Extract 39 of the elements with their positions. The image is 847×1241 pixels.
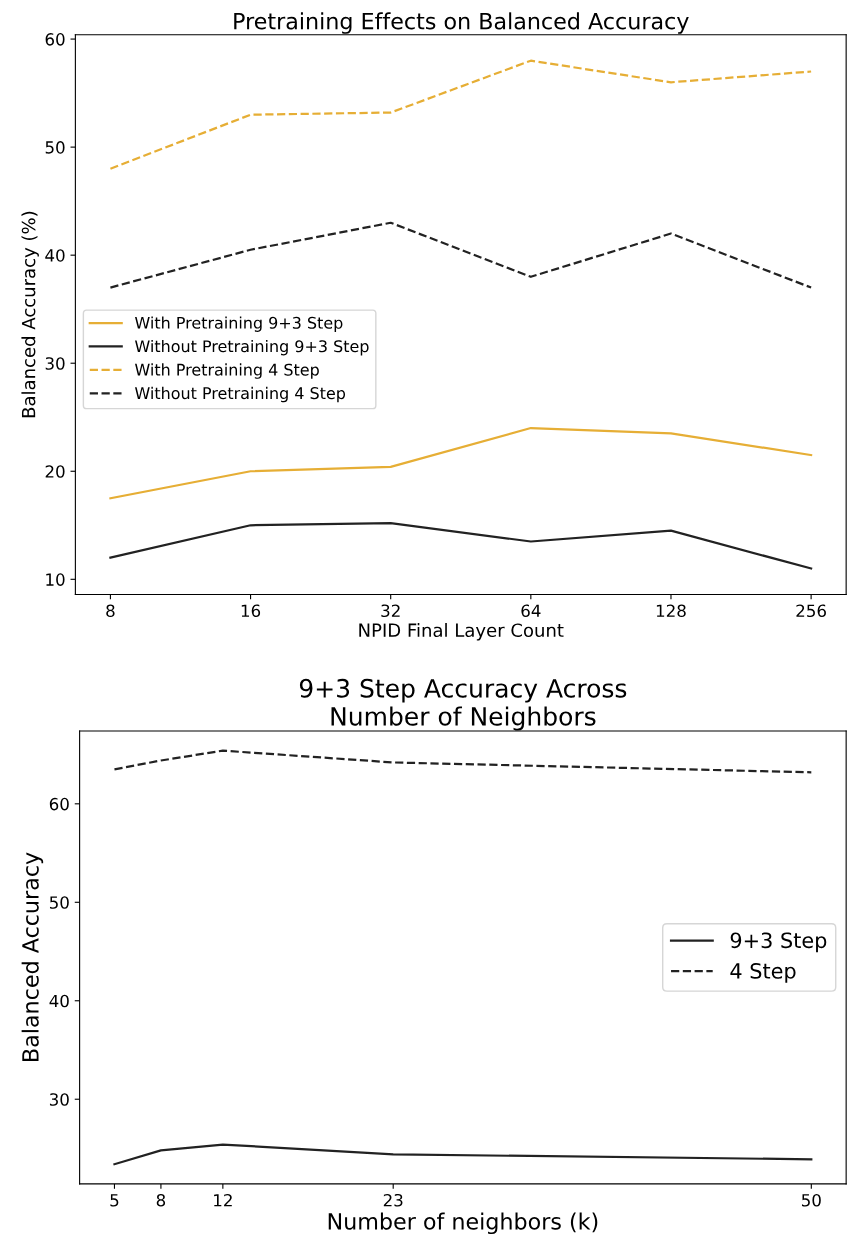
x-tick-label: 256 <box>796 604 826 618</box>
y-tick-label: 60 <box>45 33 65 46</box>
legend-label: With Pretraining 9+3 Step <box>135 316 343 332</box>
chart-title: Pretraining Effects on Balanced Accuracy <box>234 12 689 34</box>
y-tick-label: 30 <box>49 1093 69 1106</box>
legend-label: With Pretraining 4 Step <box>135 363 319 379</box>
y-tick-label: 20 <box>45 465 65 478</box>
line-series <box>109 426 813 500</box>
y-tick-label: 50 <box>45 141 65 154</box>
legend-label: 4 Step <box>730 963 796 983</box>
x-tick-label: 12 <box>214 1193 232 1207</box>
x-tick-label: 5 <box>110 1194 119 1207</box>
line-series <box>109 59 813 170</box>
y-tick-label: 30 <box>45 357 65 370</box>
legend-label: Without Pretraining 4 Step <box>135 386 346 403</box>
y-tick-label: 10 <box>46 573 65 586</box>
x-tick-label: 128 <box>656 604 686 618</box>
x-tick-label: 50 <box>801 1193 821 1207</box>
x-axis-title: Number of neighbors (k) <box>328 1212 598 1235</box>
y-tick-label: 50 <box>49 896 69 909</box>
legend-label: Without Pretraining 9+3 Step <box>135 339 369 356</box>
x-tick-label: 23 <box>383 1193 403 1207</box>
x-tick-label: 8 <box>106 604 115 618</box>
line-series <box>113 1143 813 1166</box>
y-tick-label: 60 <box>49 797 69 811</box>
line-series <box>109 221 813 289</box>
y-tick-label: 40 <box>49 994 69 1008</box>
chart-title: 9+3 Step Accuracy Across Number of Neighbors <box>299 678 627 731</box>
y-axis-title: Balanced Accuracy <box>21 852 44 1061</box>
x-axis-title: NPID Final Layer Count <box>359 623 564 641</box>
x-tick-label: 8 <box>156 1193 166 1207</box>
x-tick-label: 64 <box>521 604 541 618</box>
y-tick-label: 40 <box>45 249 65 262</box>
y-axis-title: Balanced Accuracy (%) <box>21 211 39 418</box>
line-series <box>113 749 813 774</box>
x-tick-label: 16 <box>241 604 261 618</box>
legend-label: 9+3 Step <box>730 932 827 953</box>
x-tick-label: 32 <box>381 604 400 618</box>
line-series <box>109 522 813 570</box>
